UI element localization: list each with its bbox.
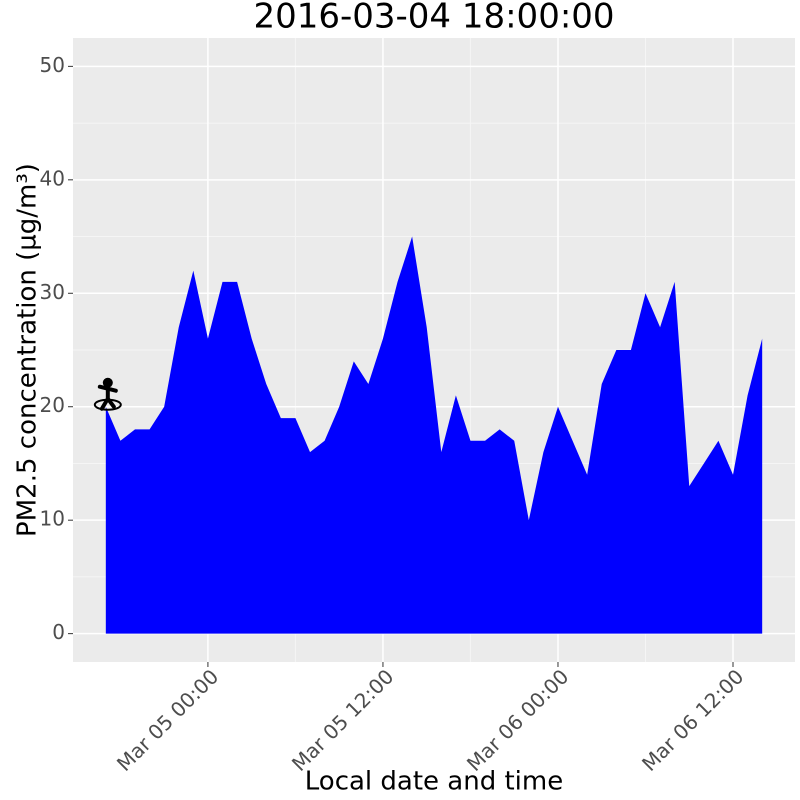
y-tick-label: 10 [40,507,65,531]
x-tick-label: Mar 06 12:00 [637,664,748,775]
icon-head [102,377,113,388]
x-tick-label: Mar 06 00:00 [462,664,573,775]
area [105,236,763,634]
y-tick-label: 20 [40,393,65,417]
y-tick-label: 0 [52,620,65,644]
y-tick-label: 30 [40,280,65,304]
icon-body [97,384,118,411]
y-tick-label: 50 [40,53,65,77]
y-axis-title: PM2.5 concentration (µg/m³) [13,163,43,537]
x-tick-label: Mar 05 00:00 [112,664,223,775]
marker-icon [93,377,122,411]
y-tick-label: 40 [40,166,65,190]
chart-title: 2016-03-04 18:00:00 [253,0,614,37]
x-tick-label: Mar 05 12:00 [287,664,398,775]
x-axis-title: Local date and time [305,767,563,797]
